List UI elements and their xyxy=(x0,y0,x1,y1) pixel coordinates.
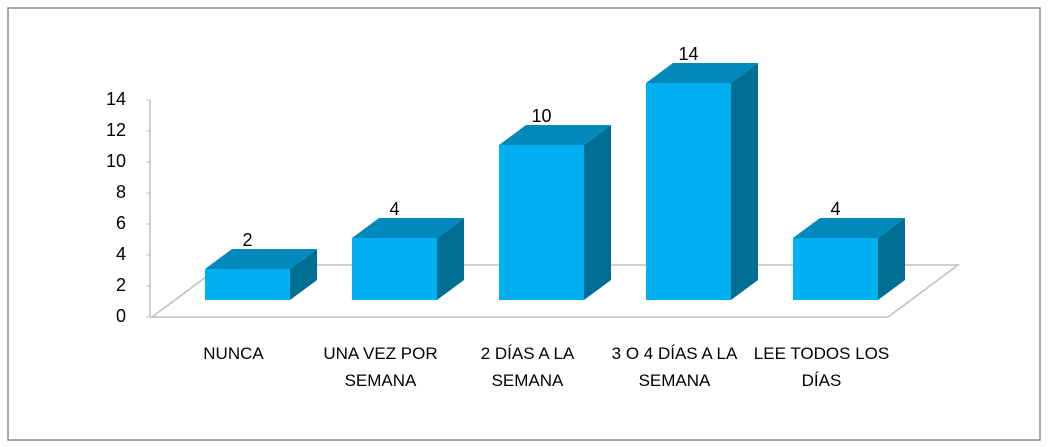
bar-top xyxy=(499,125,611,145)
bar xyxy=(646,63,758,300)
x-tick-label: 3 O 4 DÍAS A LA SEMANA xyxy=(611,344,738,390)
bar-side xyxy=(731,63,758,300)
bar-front xyxy=(499,145,584,300)
x-tick-label: UNA VEZ POR SEMANA xyxy=(323,344,438,390)
bar-front xyxy=(205,269,290,300)
bar xyxy=(352,218,464,300)
x-tick-label: LEE TODOS LOS DÍAS xyxy=(753,344,890,390)
data-label: 14 xyxy=(678,44,698,64)
bar-side xyxy=(584,125,611,300)
bar-side xyxy=(290,249,317,300)
bar-top xyxy=(205,249,317,269)
bar-top xyxy=(793,218,905,238)
data-label: 10 xyxy=(531,106,551,126)
data-label: 4 xyxy=(830,199,840,219)
data-label: 2 xyxy=(242,230,252,250)
bar-top xyxy=(646,63,758,83)
bar xyxy=(205,249,317,300)
x-tick-label: 2 DÍAS A LA SEMANA xyxy=(480,344,575,390)
data-label: 4 xyxy=(389,199,399,219)
bar-front xyxy=(646,83,731,300)
bar-front xyxy=(352,238,437,300)
y-tick-label: 8 xyxy=(116,182,126,202)
bar xyxy=(793,218,905,300)
x-tick-label: NUNCA xyxy=(203,344,264,363)
bar xyxy=(499,125,611,300)
y-tick-label: 10 xyxy=(106,151,126,171)
y-tick-label: 4 xyxy=(116,244,126,264)
y-tick-label: 14 xyxy=(106,89,126,109)
bar-front xyxy=(793,238,878,300)
y-tick-label: 6 xyxy=(116,213,126,233)
bar-side xyxy=(878,218,905,300)
y-tick-label: 2 xyxy=(116,275,126,295)
bar-side xyxy=(437,218,464,300)
bar-top xyxy=(352,218,464,238)
y-tick-label: 0 xyxy=(116,306,126,326)
y-tick-label: 12 xyxy=(106,120,126,140)
